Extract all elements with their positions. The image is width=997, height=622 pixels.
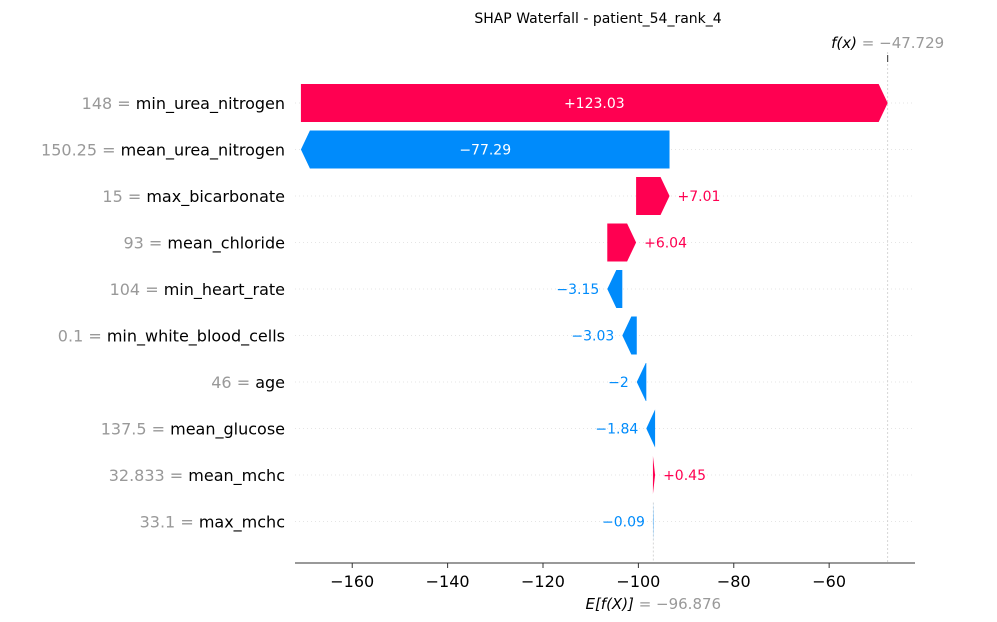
value-annotations: +123.03 −77.29 +7.01 +6.04 −3.15 −3.03 −2 −1.84… (459, 34, 944, 531)
feature-value: 33.1 = (140, 513, 199, 532)
feature-label: 32.833 = mean_mchc (109, 466, 285, 486)
feature-value: 104 = (110, 280, 164, 299)
reference-lines (652, 52, 889, 563)
output-value-prefix: f(x) (831, 34, 857, 52)
x-tick-label: −80 (717, 572, 751, 591)
feature-label: 150.25 = mean_urea_nitrogen (41, 141, 285, 161)
output-value-label: f(x) = −47.729 (831, 34, 944, 52)
x-tick-label: −100 (616, 572, 660, 591)
waterfall-bar-min_heart_rate (607, 270, 623, 308)
feature-name: min_white_blood_cells (107, 327, 285, 347)
base-value-label: E[f(X)] = −96.876 (585, 595, 721, 613)
feature-label: 0.1 = min_white_blood_cells (58, 327, 285, 347)
waterfall-bar-age (636, 363, 647, 401)
x-tick-label: −60 (812, 572, 846, 591)
x-tick-label: −160 (330, 572, 374, 591)
feature-value: 93 = (123, 234, 167, 253)
feature-label: 46 = age (211, 373, 285, 392)
bar-value-label: −3.15 (556, 282, 599, 298)
feature-name: mean_glucose (170, 420, 285, 440)
x-axis: −160 −140 −120 −100 −80 −60 E[f(X)] = −96.876 (295, 562, 915, 613)
feature-value: 46 = (211, 373, 255, 392)
feature-labels: 148 = min_urea_nitrogen 150.25 = mean_ure… (41, 94, 285, 533)
feature-label: 148 = min_urea_nitrogen (82, 94, 285, 114)
chart-title: SHAP Waterfall - patient_54_rank_4 (474, 11, 721, 27)
feature-name: max_bicarbonate (146, 187, 285, 207)
bar-value-label: −77.29 (459, 143, 511, 159)
feature-name: mean_mchc (188, 466, 285, 486)
waterfall-bar-mean_urea_nitrogen (300, 130, 670, 169)
feature-name: mean_urea_nitrogen (121, 141, 285, 161)
output-value-number: = −47.729 (857, 34, 944, 52)
feature-label: 33.1 = max_mchc (140, 513, 285, 533)
feature-name: max_mchc (199, 513, 285, 533)
x-tick-label: −140 (426, 572, 470, 591)
waterfall-bar-mean_mchc (652, 456, 656, 494)
bars-group (300, 84, 888, 541)
feature-value: 15 = (102, 187, 146, 206)
base-value-prefix: E[f(X)] (585, 595, 634, 613)
feature-label: 137.5 = mean_glucose (101, 420, 285, 440)
bar-value-label: +123.03 (564, 96, 625, 112)
x-tick-label: −120 (521, 572, 565, 591)
feature-name: age (255, 373, 285, 392)
feature-value: 0.1 = (58, 327, 107, 346)
waterfall-bar-mean_chloride (607, 223, 637, 262)
feature-label: 93 = mean_chloride (123, 234, 285, 254)
feature-name: min_heart_rate (164, 280, 285, 300)
feature-name: min_urea_nitrogen (136, 94, 285, 114)
feature-value: 137.5 = (101, 420, 170, 439)
waterfall-bar-max_bicarbonate (636, 177, 670, 215)
feature-label: 104 = min_heart_rate (110, 280, 285, 300)
base-value-number: = −96.876 (634, 595, 721, 613)
feature-value: 32.833 = (109, 466, 189, 485)
feature-name: mean_chloride (167, 234, 285, 254)
bar-value-label: −3.03 (571, 329, 614, 345)
waterfall-bar-min_urea_nitrogen (300, 84, 888, 122)
waterfall-bar-min_white_blood_cells (622, 316, 637, 355)
feature-value: 150.25 = (41, 141, 121, 160)
bar-value-label: −1.84 (595, 422, 638, 438)
feature-value: 148 = (82, 94, 136, 113)
bar-value-label: −0.09 (602, 515, 645, 531)
waterfall-bar-mean_glucose (646, 409, 656, 448)
bar-value-label: −2 (608, 375, 629, 391)
bar-value-label: +7.01 (678, 189, 721, 205)
bar-value-label: +6.04 (644, 236, 687, 252)
feature-label: 15 = max_bicarbonate (102, 187, 285, 207)
bar-value-label: +0.45 (663, 468, 706, 484)
